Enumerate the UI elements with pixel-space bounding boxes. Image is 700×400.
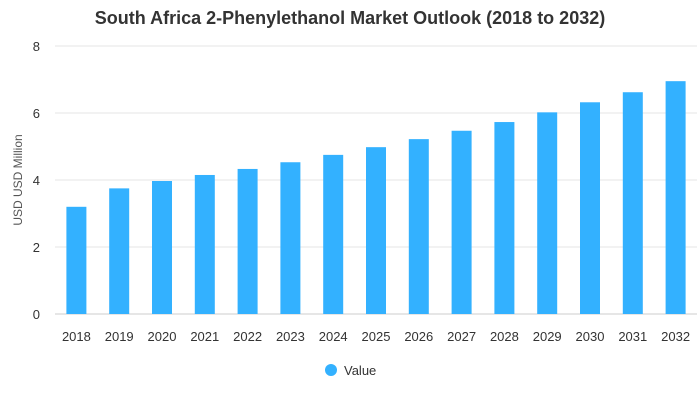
x-tick-label: 2027: [447, 329, 476, 344]
bar-2029[interactable]: [537, 112, 558, 314]
y-axis-title: USD USD Million: [11, 134, 25, 225]
x-tick-label: 2031: [618, 329, 647, 344]
bar-2028[interactable]: [494, 122, 515, 314]
x-tick-label: 2024: [319, 329, 348, 344]
x-tick-label: 2026: [404, 329, 433, 344]
bars: [66, 81, 686, 314]
bar-2020[interactable]: [152, 181, 172, 314]
bar-2026[interactable]: [408, 139, 429, 314]
bar-2021[interactable]: [194, 174, 215, 314]
bar-2027[interactable]: [451, 130, 472, 314]
bar-2030[interactable]: [580, 102, 600, 314]
bar-2019[interactable]: [109, 188, 130, 314]
x-tick-label: 2023: [276, 329, 305, 344]
bar-2031[interactable]: [622, 92, 643, 314]
bar-2032[interactable]: [665, 81, 686, 314]
x-tick-label: 2032: [661, 329, 690, 344]
bar-2025[interactable]: [366, 147, 386, 314]
x-tick-label: 2030: [576, 329, 605, 344]
legend-label-value: Value: [344, 363, 376, 378]
x-tick-label: 2029: [533, 329, 562, 344]
y-tick-label: 2: [33, 240, 40, 255]
y-tick-label: 6: [33, 106, 40, 121]
y-tick-label: 4: [33, 173, 40, 188]
chart-title: South Africa 2-Phenylethanol Market Outl…: [94, 8, 606, 28]
x-tick-label: 2021: [190, 329, 219, 344]
x-tick-label: 2020: [148, 329, 177, 344]
x-tick-label: 2022: [233, 329, 262, 344]
y-tick-label: 8: [33, 39, 40, 54]
x-tick-label: 2019: [105, 329, 134, 344]
legend-marker-value: [325, 364, 337, 376]
x-tick-label: 2025: [362, 329, 391, 344]
bar-2022[interactable]: [237, 168, 258, 314]
x-tick-label: 2028: [490, 329, 519, 344]
x-axis-ticks: 2018 2019 2020 2021 2022 2023 2024 2025 2026 2027…: [62, 329, 690, 344]
bar-2018[interactable]: [66, 206, 87, 314]
y-axis-ticks: 0 2 4 6 8: [33, 39, 40, 322]
bar-2024[interactable]: [323, 154, 344, 314]
y-tick-label: 0: [33, 307, 40, 322]
x-tick-label: 2018: [62, 329, 91, 344]
legend[interactable]: Value: [325, 363, 376, 378]
bar-2023[interactable]: [280, 162, 301, 314]
